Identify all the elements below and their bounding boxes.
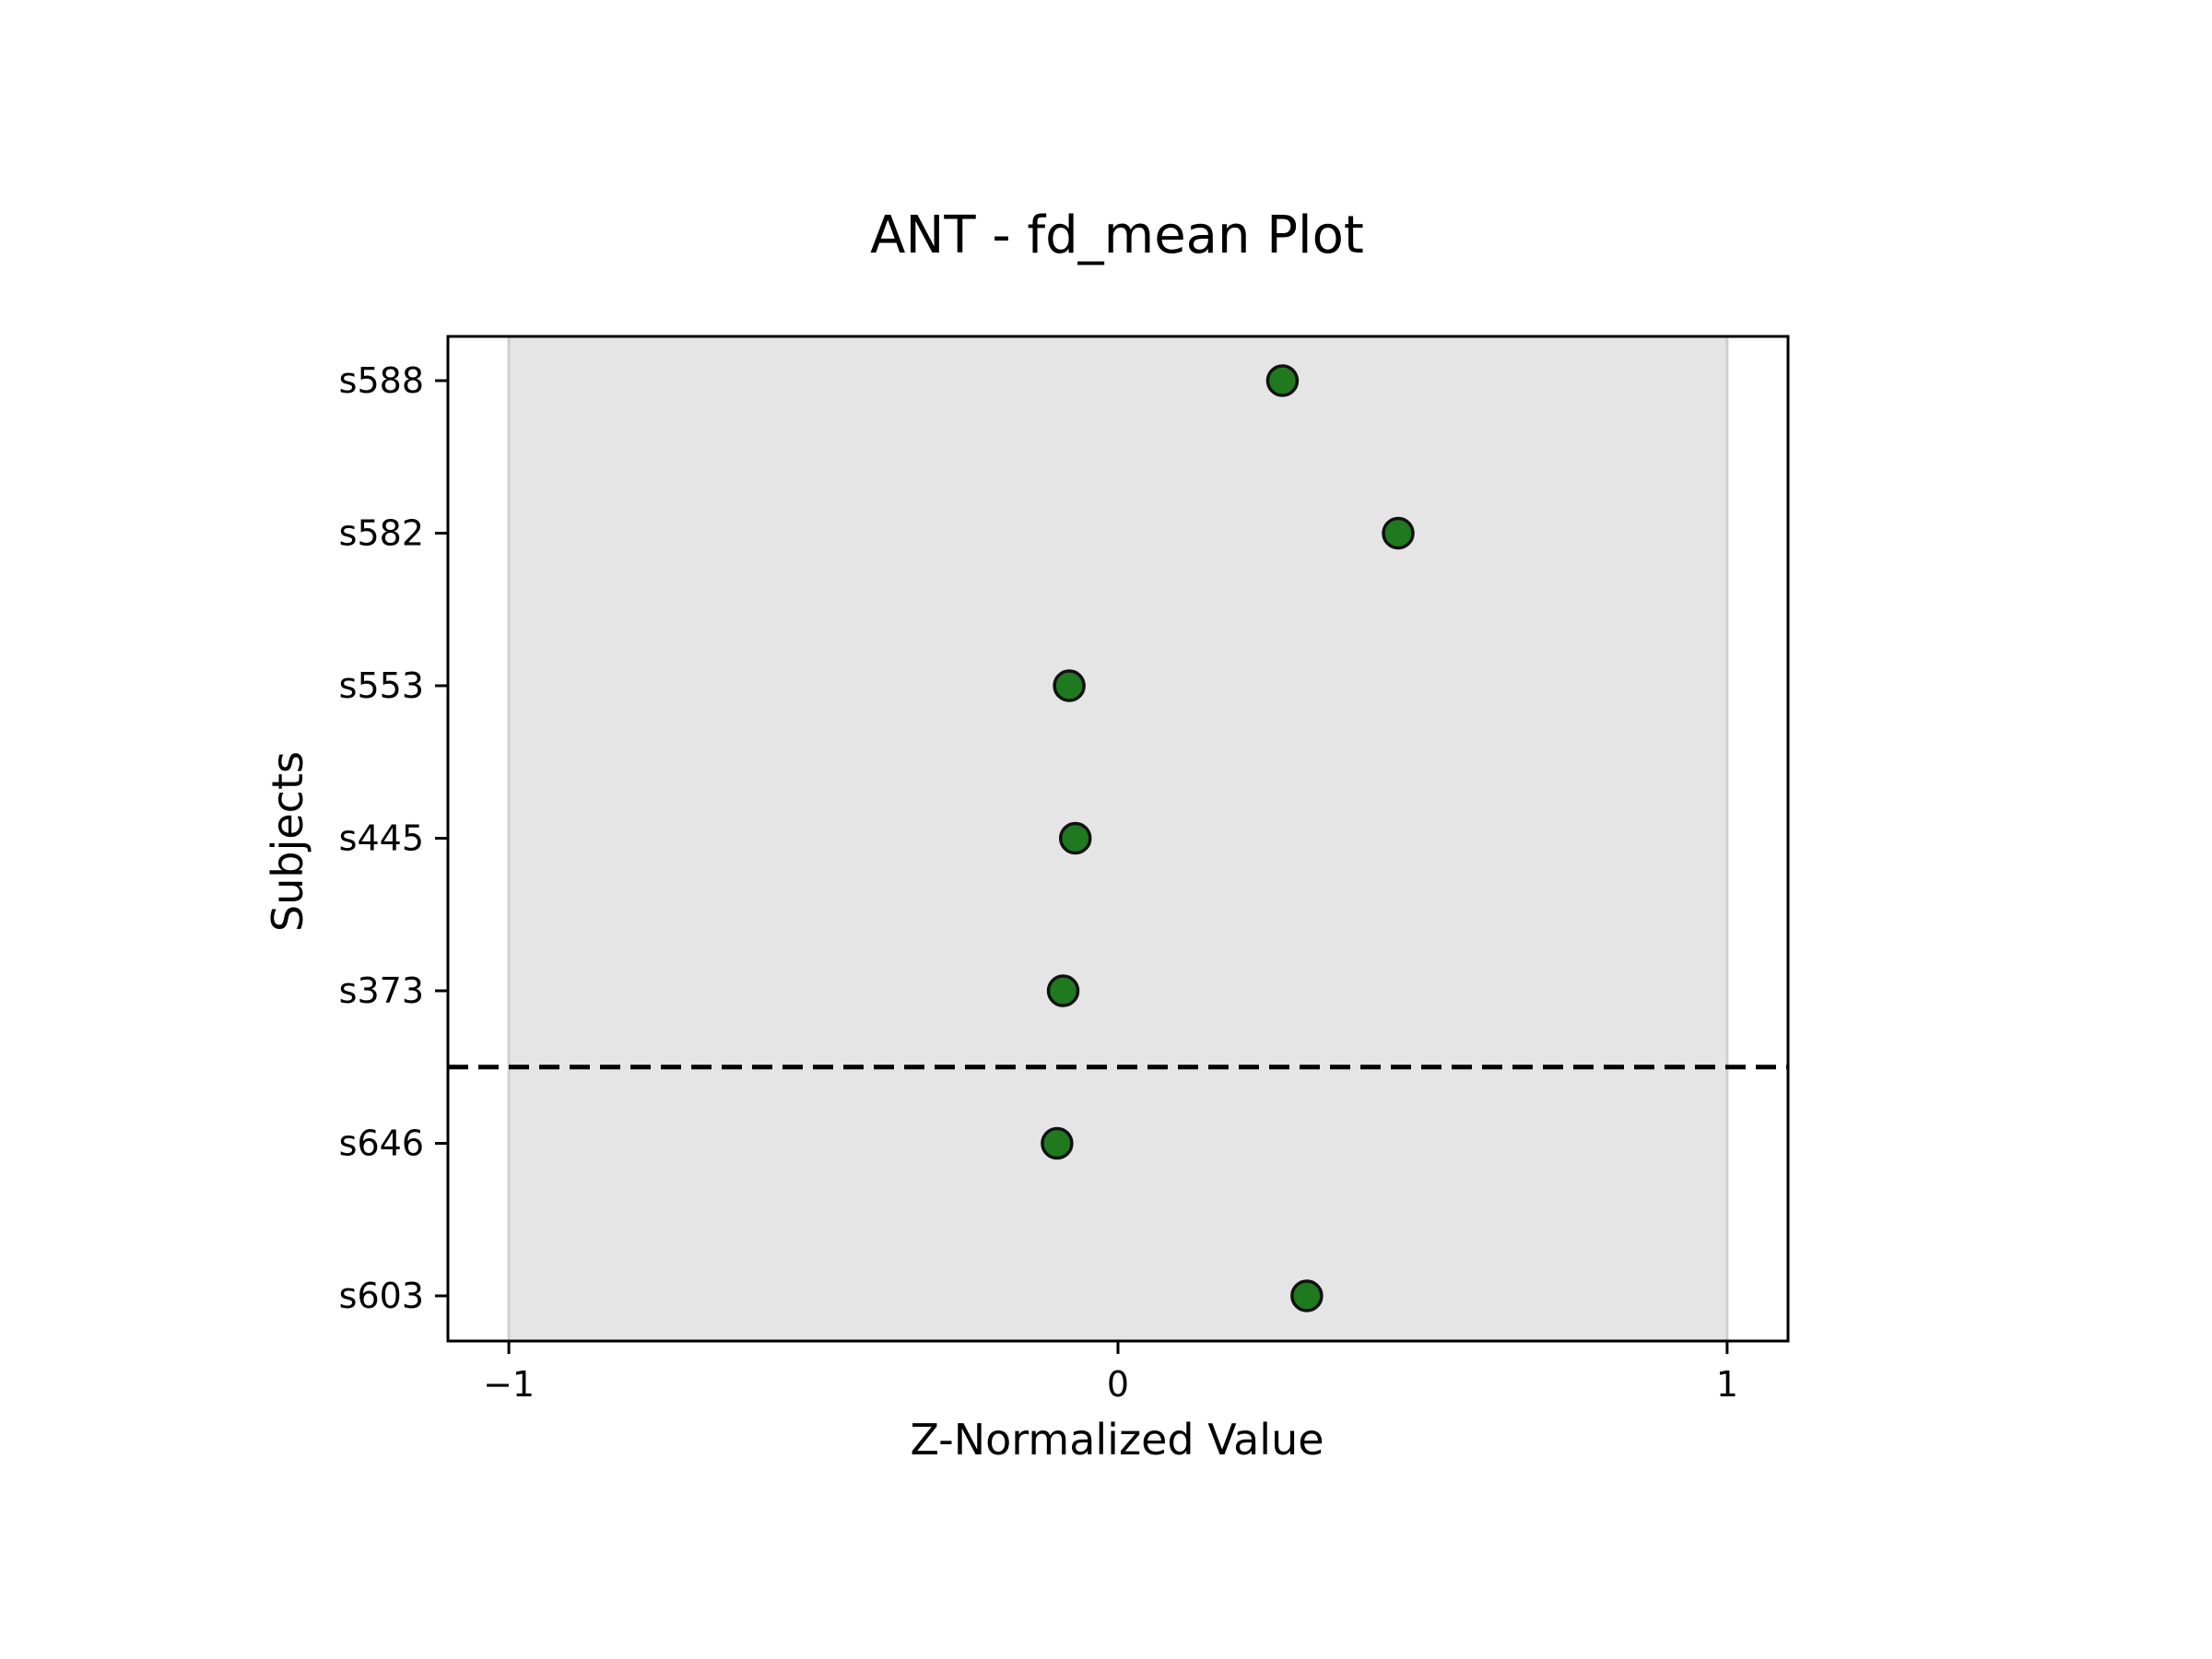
chart-title: ANT - fd_mean Plot xyxy=(870,206,1364,265)
data-point-s588 xyxy=(1265,364,1300,397)
data-point-s373 xyxy=(1046,974,1080,1007)
data-point-s582 xyxy=(1382,516,1415,550)
data-point-s603 xyxy=(1290,1279,1324,1312)
x-tick-label: 0 xyxy=(1107,1364,1129,1405)
plot-area: −1 0 1 s588 s582 s553 s445 s373 s646 s603 xyxy=(339,335,1790,1405)
x-tick-label: −1 xyxy=(483,1364,535,1405)
y-tick-label: s588 xyxy=(339,360,424,401)
data-point-s553 xyxy=(1053,669,1086,702)
y-tick-label: s445 xyxy=(339,818,424,859)
y-tick-label: s603 xyxy=(339,1276,424,1316)
y-axis-label: Subjects xyxy=(263,751,312,932)
y-tick-label: s646 xyxy=(339,1124,424,1164)
y-tick-label: s373 xyxy=(339,971,424,1011)
data-point-s445 xyxy=(1058,821,1092,855)
data-point-s646 xyxy=(1041,1126,1074,1160)
x-axis-label: Z-Normalized Value xyxy=(910,1415,1324,1465)
x-tick-label: 1 xyxy=(1716,1364,1738,1405)
y-tick-label: s553 xyxy=(339,665,424,706)
shaded-band xyxy=(509,336,1727,1341)
y-tick-label: s582 xyxy=(339,513,424,554)
